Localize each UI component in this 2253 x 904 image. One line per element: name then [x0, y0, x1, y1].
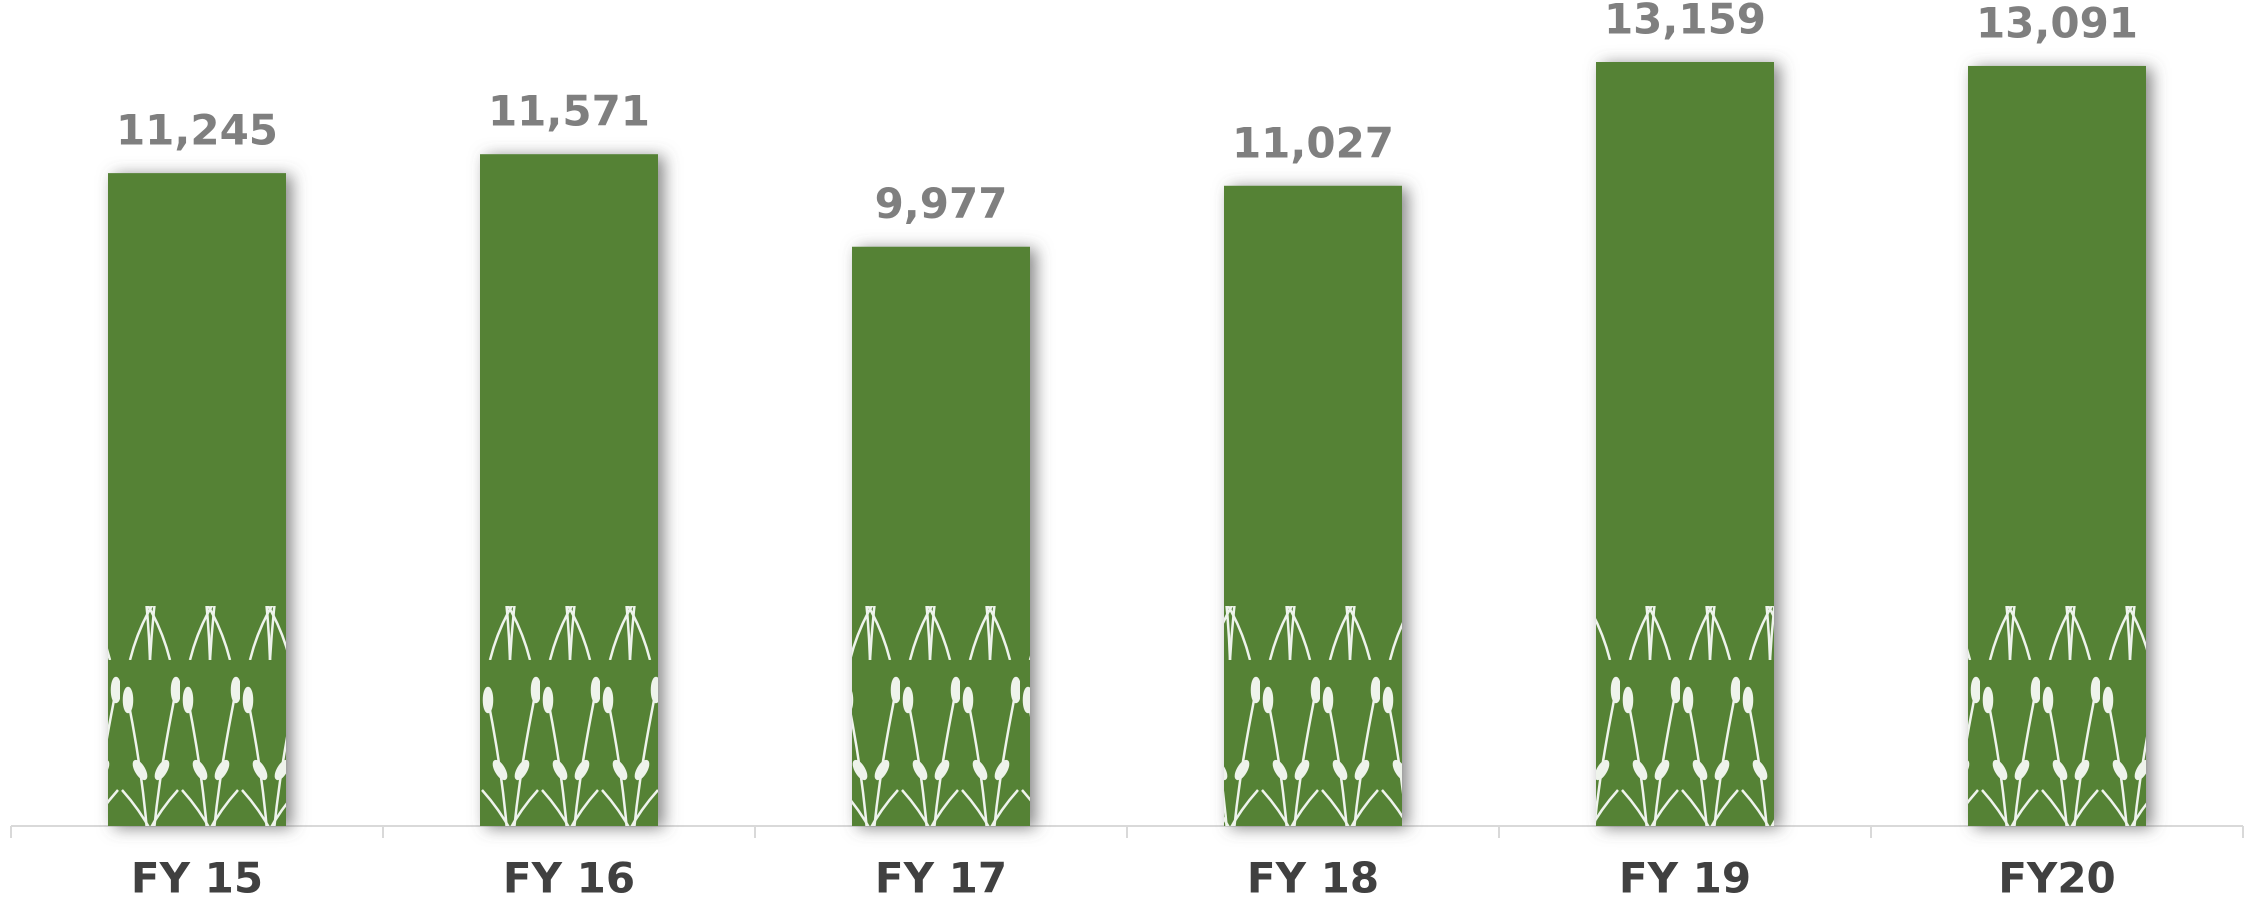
bar-decoration [480, 606, 658, 826]
bar-decoration [852, 606, 1030, 826]
bar-decoration [108, 606, 286, 826]
value-label: 13,091 [1976, 0, 2138, 47]
bar-decoration [1596, 606, 1774, 826]
value-label: 11,571 [488, 87, 650, 136]
x-tick-label: FY 19 [1619, 854, 1751, 903]
x-tick-label: FY 16 [503, 854, 635, 903]
value-label: 13,159 [1604, 0, 1766, 44]
x-tick-label: FY 18 [1247, 854, 1379, 903]
x-tick-label: FY20 [1998, 854, 2116, 903]
bar-decoration [1224, 606, 1402, 826]
value-label: 9,977 [875, 179, 1008, 228]
value-label: 11,027 [1232, 118, 1394, 167]
bar-decoration [1968, 606, 2146, 826]
value-label: 11,245 [116, 106, 278, 155]
x-tick-label: FY 15 [131, 854, 263, 903]
x-tick-label: FY 17 [875, 854, 1007, 903]
